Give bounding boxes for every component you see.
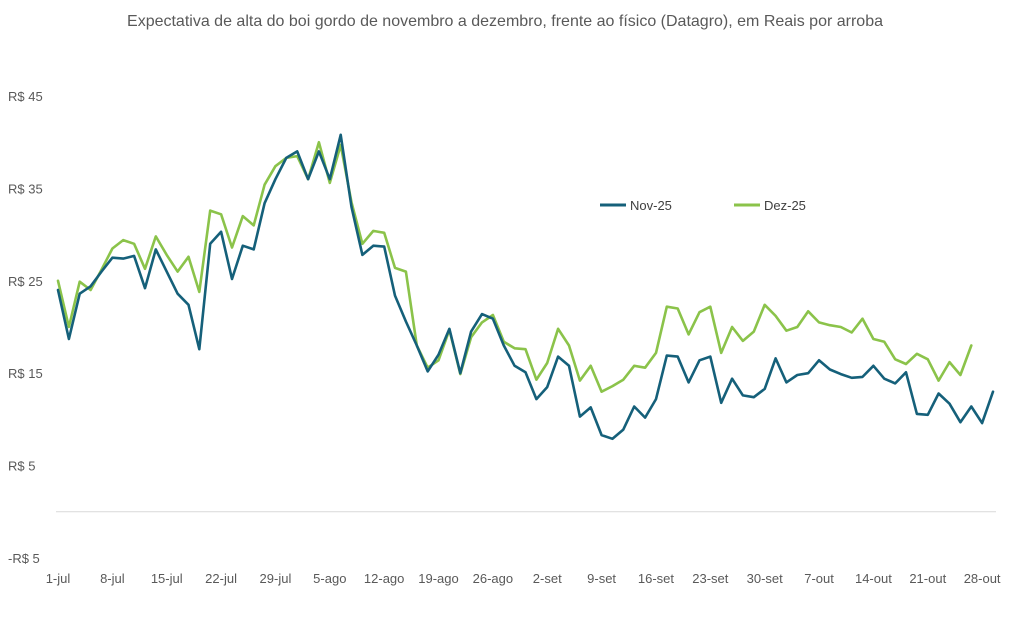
x-tick-label: 28-out <box>964 571 1001 586</box>
x-tick-label: 21-out <box>909 571 946 586</box>
x-tick-label: 1-jul <box>46 571 71 586</box>
x-tick-label: 16-set <box>638 571 675 586</box>
x-tick-label: 9-set <box>587 571 616 586</box>
y-tick-label: R$ 25 <box>8 274 43 289</box>
x-tick-label: 5-ago <box>313 571 346 586</box>
x-axis: 1-jul 8-jul 15-jul 22-jul 29-jul 5-ago 12-ago 1… <box>46 571 1001 586</box>
y-tick-label: R$ 35 <box>8 181 43 196</box>
x-tick-label: 8-jul <box>100 571 125 586</box>
y-tick-label: R$ 45 <box>8 89 43 104</box>
x-tick-label: 14-out <box>855 571 892 586</box>
x-tick-label: 12-ago <box>364 571 404 586</box>
x-tick-label: 19-ago <box>418 571 458 586</box>
series-line-dez-25 <box>56 140 973 394</box>
chart-title: Expectativa de alta do boi gordo de nove… <box>127 13 883 30</box>
x-tick-label: 2-set <box>533 571 562 586</box>
x-tick-label: 7-out <box>804 571 834 586</box>
series-line-nov-25 <box>56 133 995 441</box>
y-tick-label: -R$ 5 <box>8 551 40 566</box>
y-axis: -R$ 5 R$ 5 R$ 15 R$ 25 R$ 35 R$ 45 <box>8 89 43 566</box>
legend: Nov-25 Dez-25 <box>600 198 806 213</box>
legend-label: Nov-25 <box>630 198 672 213</box>
y-tick-label: R$ 5 <box>8 459 35 474</box>
series-layer <box>56 133 995 441</box>
x-tick-label: 23-set <box>692 571 729 586</box>
legend-label: Dez-25 <box>764 198 806 213</box>
x-tick-label: 30-set <box>747 571 784 586</box>
x-tick-label: 29-jul <box>260 571 292 586</box>
x-tick-label: 15-jul <box>151 571 183 586</box>
x-tick-label: 22-jul <box>205 571 237 586</box>
x-tick-label: 26-ago <box>473 571 513 586</box>
y-tick-label: R$ 15 <box>8 366 43 381</box>
